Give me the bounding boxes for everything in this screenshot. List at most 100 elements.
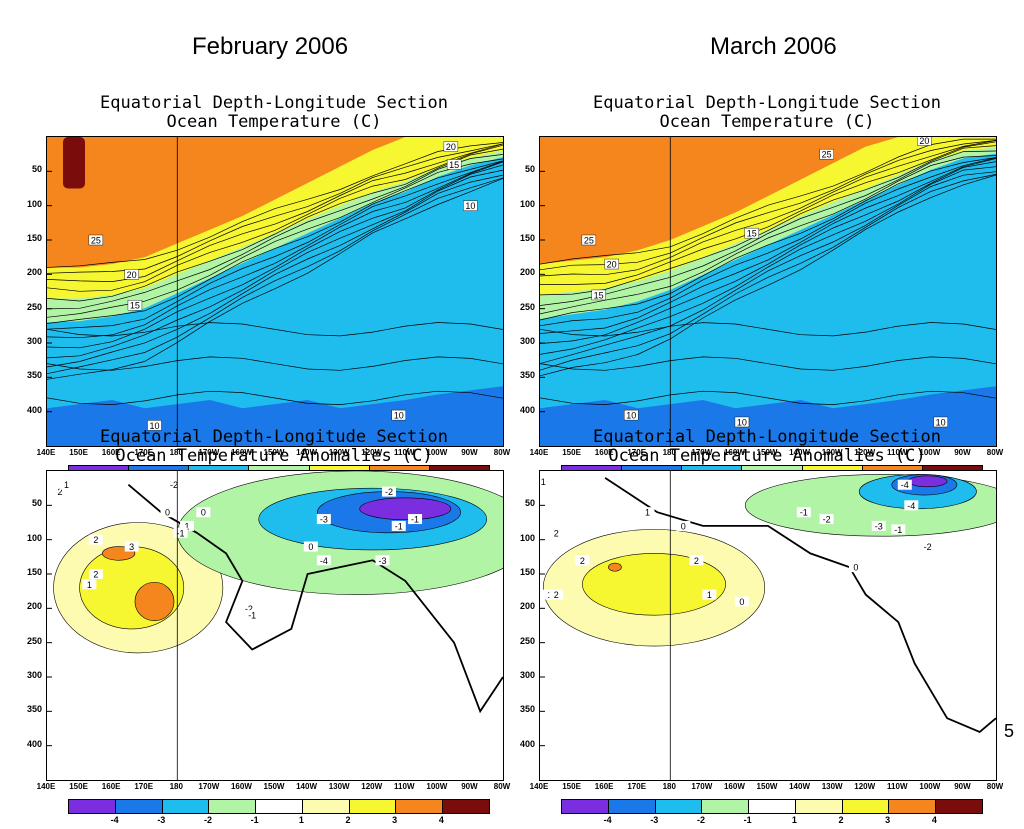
y-tick-label: 200 xyxy=(26,267,42,278)
svg-text:-3: -3 xyxy=(320,515,328,525)
contour-label: 15 xyxy=(744,227,759,239)
negative-anomaly-4 xyxy=(359,497,452,521)
colorbar-label: 3 xyxy=(885,815,891,825)
contour-label: -1 xyxy=(173,527,188,538)
colorbar-label: 3 xyxy=(392,815,398,825)
svg-text:-1: -1 xyxy=(248,611,256,621)
svg-text:-3: -3 xyxy=(875,521,883,531)
svg-text:-3: -3 xyxy=(378,556,386,566)
isotherm-line xyxy=(47,164,503,349)
chart-title: Equatorial Depth-Longitude Section xyxy=(593,93,941,113)
contour-label: -4 xyxy=(897,479,912,490)
layer-5-10 xyxy=(47,386,503,446)
chart-subtitle: Ocean Temperature (C) xyxy=(166,112,382,132)
svg-text:3: 3 xyxy=(129,542,134,552)
contour-label: 1 xyxy=(180,520,195,531)
svg-text:2: 2 xyxy=(694,556,699,566)
y-tick-label: 200 xyxy=(519,601,535,612)
x-tick-label: 140W xyxy=(789,448,811,457)
svg-text:-1: -1 xyxy=(395,521,403,531)
colorbar-swatch xyxy=(608,800,656,813)
colorbar-label: 4 xyxy=(438,815,444,825)
svg-text:2: 2 xyxy=(58,487,63,497)
contour-label: -2 xyxy=(819,514,834,525)
x-tick-label: 150E xyxy=(562,448,581,457)
isotherm-line xyxy=(47,143,503,282)
contour-label: 0 xyxy=(734,596,749,607)
contour-label: -1 xyxy=(796,507,811,518)
contour-label: 1 xyxy=(540,476,551,487)
colorbar-swatch xyxy=(889,800,937,813)
positive-anomaly-2 xyxy=(582,553,726,616)
contour-label: 15 xyxy=(127,300,143,311)
isotherm-line xyxy=(47,142,503,268)
colorbar-swatch xyxy=(69,800,116,813)
x-tick-label: 140W xyxy=(296,448,318,457)
svg-text:-1: -1 xyxy=(411,515,419,525)
svg-text:10: 10 xyxy=(936,417,946,427)
contour-svg: 25 25 20 15 15 10 10 10 20 xyxy=(540,137,996,446)
isotherm-line xyxy=(540,356,996,371)
colorbar-swatch xyxy=(936,800,983,813)
chart-subtitle: Ocean Temperature Anomalies (C) xyxy=(115,446,433,466)
svg-text:-2: -2 xyxy=(385,487,393,497)
isotherm-line xyxy=(47,174,503,368)
colorbar-swatch xyxy=(842,800,890,813)
colorbar-swatch xyxy=(162,800,210,813)
y-tick-label: 100 xyxy=(26,532,42,543)
contour-label: 0 xyxy=(676,520,691,531)
isotherm-line xyxy=(540,322,996,337)
svg-text:0: 0 xyxy=(201,508,206,518)
isotherm-line xyxy=(47,143,503,274)
colorbar-swatch xyxy=(302,800,350,813)
contour-label: -1 xyxy=(391,520,406,531)
contour-label: -2 xyxy=(167,479,182,490)
colorbar-label: -4 xyxy=(603,815,612,825)
y-tick-label: 250 xyxy=(519,635,535,646)
svg-text:-2: -2 xyxy=(170,480,178,490)
contour-label: 0 xyxy=(303,541,318,552)
svg-text:15: 15 xyxy=(449,160,459,170)
contour-label: -1 xyxy=(891,524,906,535)
x-tick-label: 160W xyxy=(230,448,252,457)
svg-text:20: 20 xyxy=(919,137,929,146)
contour-label: 10 xyxy=(463,200,478,211)
isotherm-line xyxy=(47,161,503,339)
zero-contour xyxy=(604,477,996,733)
y-tick-label: 150 xyxy=(26,233,42,243)
chart-title: Equatorial Depth-Longitude Section xyxy=(100,93,448,113)
isotherm-line xyxy=(540,157,996,327)
svg-text:25: 25 xyxy=(822,150,832,160)
contour-label: -3 xyxy=(316,514,331,525)
isotherm-line xyxy=(47,160,503,330)
x-tick-label: 100W xyxy=(919,448,941,457)
contour-label: 20 xyxy=(917,137,932,146)
contour-label: -4 xyxy=(316,555,331,566)
svg-text:-4: -4 xyxy=(901,480,909,490)
svg-text:2: 2 xyxy=(580,556,585,566)
contour-label: 10 xyxy=(734,416,750,427)
contour-label: 20 xyxy=(124,269,139,280)
colorbar-label: -1 xyxy=(743,815,752,825)
isotherm-line xyxy=(540,171,996,364)
contour-label: -2 xyxy=(920,541,935,552)
chart-title: Equatorial Depth-Longitude Section xyxy=(100,427,448,447)
colorbar-label: -1 xyxy=(250,815,259,825)
feb-temperature-panel: Equatorial Depth-Longitude Section Ocean … xyxy=(0,94,512,495)
isotherm-line xyxy=(47,390,503,405)
contour-label: 15 xyxy=(591,289,606,300)
contour-label: 15 xyxy=(446,159,462,170)
feb-anomaly-panel: Equatorial Depth-Longitude Section Ocean … xyxy=(0,428,512,829)
contour-label: 10 xyxy=(623,409,639,421)
plot-area: 2 1 2 3 2 1 0 1 0 0 -2 -3 -4 -3 -1 -1 -2 -1 -2 -1 xyxy=(46,470,504,781)
x-tick-label: 120W xyxy=(361,448,383,457)
x-tick-label: 80W xyxy=(986,448,1004,457)
contour-label: -1 xyxy=(408,514,423,525)
x-tick-label: 180 xyxy=(169,448,183,457)
layer-25-30 xyxy=(47,137,503,268)
y-tick-label: 250 xyxy=(26,635,42,646)
svg-text:-2: -2 xyxy=(245,604,253,614)
svg-text:10: 10 xyxy=(149,421,159,431)
contour-label: 0 xyxy=(848,562,863,573)
